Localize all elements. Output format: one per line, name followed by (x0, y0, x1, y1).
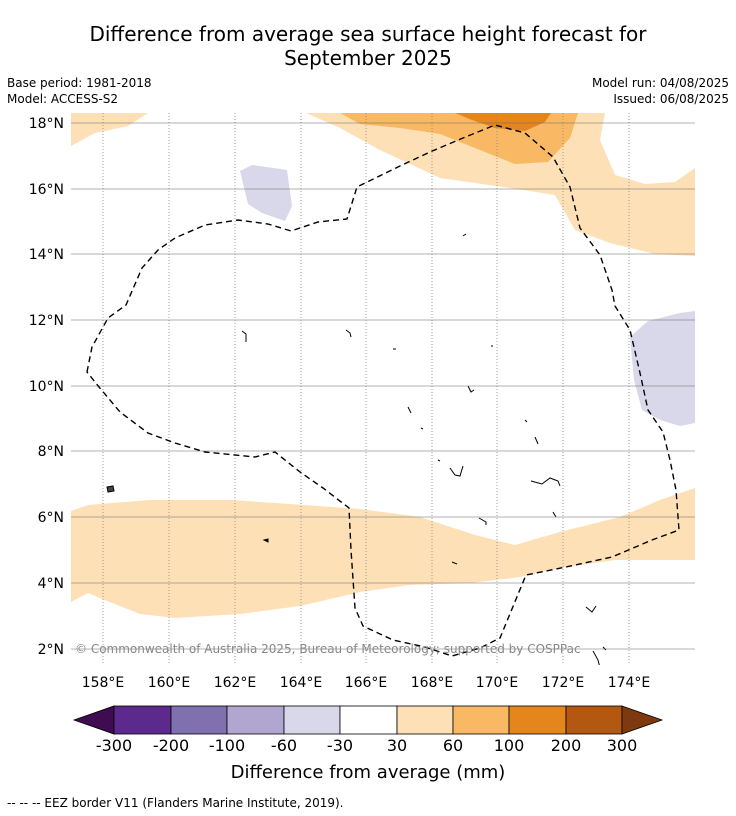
colorbar-tick-label: 300 (607, 736, 638, 755)
lat-label: 18°N (29, 116, 64, 132)
colorbar-tick-label: -30 (327, 736, 353, 755)
lat-label: 8°N (38, 444, 64, 460)
colorbar-tick-label: -100 (209, 736, 245, 755)
latitude-labels: 18°N 16°N 14°N 12°N 10°N 8°N 6°N 4°N 2°N (29, 116, 64, 658)
colorbar-tick-label: -60 (271, 736, 297, 755)
colorbar-segment (396, 705, 454, 735)
colorbar: -300 -200 -100 -60 -30 30 60 100 200 300… (72, 705, 664, 783)
latitude-lines (71, 122, 695, 650)
anomaly-patch-light-orange (71, 113, 148, 146)
eez-footnote: -- -- -- EEZ border V11 (Flanders Marine… (7, 796, 344, 810)
lat-label: 12°N (29, 313, 64, 329)
colorbar-tick-label: -200 (153, 736, 189, 755)
anomaly-patch-light-orange (306, 113, 695, 256)
anomaly-patch-dark-orange (455, 113, 551, 131)
lon-label: 162°E (214, 675, 257, 691)
title-line-1: Difference from average sea surface heig… (89, 22, 647, 46)
colorbar-tick-label: 60 (443, 736, 463, 755)
title-line-2: September 2025 (284, 46, 452, 70)
model-name: Model: ACCESS-S2 (7, 92, 119, 106)
colorbar-segment (170, 705, 228, 735)
colorbar-segment (452, 705, 510, 735)
meta-left: Base period: 1981-2018 Model: ACCESS-S2 (7, 75, 152, 107)
lon-label: 174°E (608, 675, 651, 691)
lat-label: 14°N (29, 247, 64, 263)
colorbar-segment (283, 705, 341, 735)
graticule (102, 113, 630, 665)
lat-label: 2°N (38, 642, 64, 658)
lon-label: 160°E (148, 675, 191, 691)
map-panel: © Commonwealth of Australia 2025, Bureau… (71, 113, 695, 665)
longitude-labels: 158°E 160°E 162°E 164°E 166°E 168°E 170°… (82, 675, 651, 691)
lat-label: 4°N (38, 576, 64, 592)
island-outlines (106, 233, 607, 665)
anomaly-patch-light-purple (630, 311, 695, 426)
meta-right: Model run: 04/08/2025 Issued: 06/08/2025 (592, 75, 729, 107)
lon-label: 158°E (82, 675, 125, 691)
colorbar-segment (508, 705, 567, 735)
colorbar-tick-label: 200 (551, 736, 582, 755)
lat-label: 6°N (38, 510, 64, 526)
lon-label: 164°E (280, 675, 323, 691)
lat-label: 16°N (29, 182, 64, 198)
colorbar-extend-low (72, 705, 115, 735)
lon-label: 170°E (476, 675, 519, 691)
colorbar-segment (113, 705, 172, 735)
model-run: Model run: 04/08/2025 (591, 76, 729, 90)
colorbar-segment (339, 705, 398, 735)
lat-label: 10°N (29, 379, 64, 395)
colorbar-tick-label: 30 (387, 736, 407, 755)
colorbar-segment (226, 705, 285, 735)
colorbar-extend-high (621, 705, 664, 735)
colorbar-segment (565, 705, 623, 735)
colorbar-tick-label: 100 (494, 736, 525, 755)
lon-label: 166°E (345, 675, 388, 691)
colorbar-title: Difference from average (mm) (231, 762, 506, 783)
copyright-notice: © Commonwealth of Australia 2025, Bureau… (75, 642, 581, 656)
issued-date: Issued: 06/08/2025 (613, 92, 729, 106)
lon-label: 172°E (542, 675, 585, 691)
colorbar-tick-label: -300 (96, 736, 132, 755)
chart-title: Difference from average sea surface heig… (0, 22, 736, 70)
anomaly-patch-light-purple (240, 165, 292, 221)
eez-border (86, 124, 680, 657)
anomaly-patch-light-orange (71, 488, 695, 618)
lon-label: 168°E (411, 675, 454, 691)
base-period: Base period: 1981-2018 (7, 76, 152, 90)
